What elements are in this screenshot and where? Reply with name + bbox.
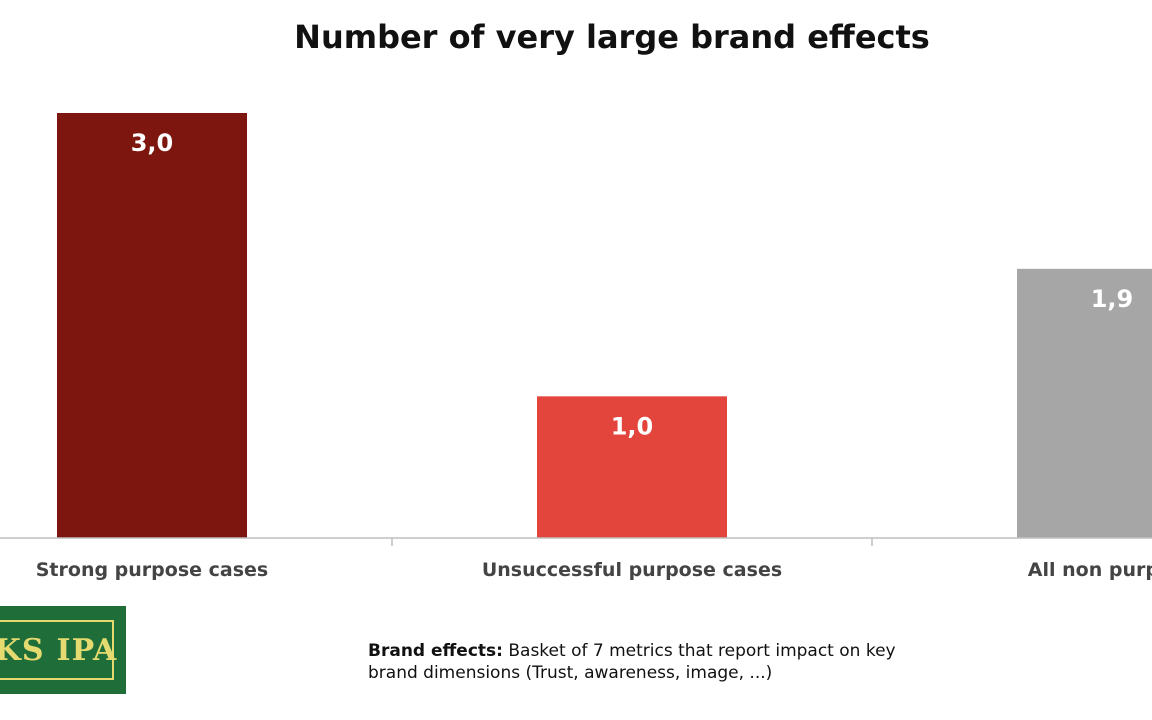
- bar-1: [57, 113, 247, 538]
- ipa-logo: KS IPA: [0, 606, 126, 694]
- footnote: Brand effects: Basket of 7 metrics that …: [368, 640, 948, 684]
- bar-value-label-2: 1,0: [611, 412, 654, 440]
- logo-right-text: IPA: [56, 632, 118, 668]
- bars-layer: [57, 113, 1152, 538]
- category-label-2: Unsuccessful purpose cases: [482, 559, 782, 581]
- bar-2: [537, 396, 727, 538]
- category-label-1: Strong purpose cases: [36, 559, 268, 581]
- bar-3: [1017, 268, 1152, 538]
- chart-title: Number of very large brand effects: [294, 18, 930, 56]
- bar-value-label-3: 1,9: [1091, 285, 1134, 313]
- footnote-bold: Brand effects:: [368, 641, 503, 661]
- x-axis-ticks: [391, 538, 873, 546]
- footnote-text: Basket of 7 metrics that report impact o…: [368, 641, 896, 683]
- labels-layer: 3,0 Strong purpose cases 1,0 Unsuccessful p…: [36, 129, 1152, 581]
- bar-chart: 3,0 Strong purpose cases 1,0 Unsuccessful p…: [0, 113, 1152, 581]
- category-label-3: All non purpose: [1028, 559, 1152, 581]
- logo-left-text: KS: [0, 632, 45, 668]
- logo-mark: KS IPA: [0, 620, 116, 680]
- bar-value-label-1: 3,0: [131, 129, 174, 157]
